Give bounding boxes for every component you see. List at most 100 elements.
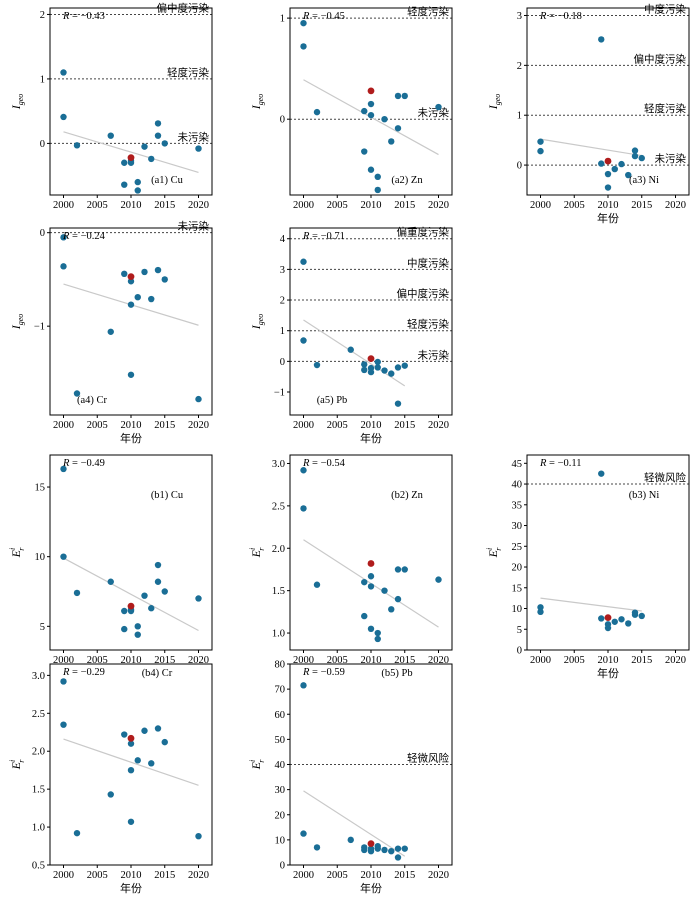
chart-a4-data-point xyxy=(60,263,67,270)
chart-a4-data-point xyxy=(121,270,128,278)
chart-b3-y-tick-label: 35 xyxy=(512,500,523,511)
chart-a4-data-point xyxy=(134,293,141,301)
chart-a4-data-point xyxy=(127,301,135,308)
chart-a1-panel-label: (a1) Cu xyxy=(151,175,184,186)
chart-b1-data-point xyxy=(60,465,67,473)
chart-b4-panel-label: (b4) Cr xyxy=(142,668,173,679)
chart-b1-data-point xyxy=(127,607,135,615)
chart-b5-x-tick-label: 2020 xyxy=(428,870,449,881)
chart-b5-x-tick-label: 2000 xyxy=(293,870,314,881)
chart-a5-level-label: 未污染 xyxy=(418,348,450,361)
chart-a2-data-point xyxy=(388,138,395,145)
chart-b1-y-tick-label: 10 xyxy=(35,552,46,563)
chart-a3-x-tick-label: 2010 xyxy=(598,200,619,211)
chart-a5-trend-line xyxy=(303,319,406,387)
chart-b5-data-point xyxy=(388,847,395,855)
chart-b3-data-point xyxy=(625,620,632,627)
chart-a1-data-point xyxy=(161,140,168,147)
chart-b1-x-tick-label: 2005 xyxy=(87,655,108,666)
chart-a3-r-annotation: R = −0.18 xyxy=(539,11,582,22)
chart-a2-data-point xyxy=(401,92,408,100)
chart-b2-data-point xyxy=(394,595,402,603)
chart-a1-data-point xyxy=(134,187,141,194)
chart-b5-data-point xyxy=(347,836,354,844)
chart-a4-x-tick-label: 2015 xyxy=(154,420,175,431)
chart-b3-x-tick-label: 2020 xyxy=(665,655,686,666)
chart-b4-x-tick-label: 2020 xyxy=(188,870,209,881)
chart-a2-y-tick-label: 1 xyxy=(280,14,285,25)
chart-b2-data-point xyxy=(367,573,375,580)
chart-a3-x-tick-label: 2020 xyxy=(665,200,686,211)
chart-a3-data-point xyxy=(611,165,618,173)
chart-b1-data-point xyxy=(121,607,128,615)
chart-b5-y-axis-label: Eir xyxy=(248,759,266,771)
chart-b1-data-point xyxy=(148,605,155,612)
chart-b4-y-axis-label-main: E xyxy=(9,761,23,770)
chart-b4-y-tick-label: 0.5 xyxy=(32,861,45,872)
chart-b5-panel-label: (b5) Pb xyxy=(381,668,412,679)
chart-a5-data-point xyxy=(300,258,307,265)
chart-b2-y-tick-label: 1.5 xyxy=(272,586,285,597)
chart-a5-y-tick-label: 3 xyxy=(280,265,285,276)
chart-b1-data-point xyxy=(195,595,202,602)
chart-a2-x-tick-label: 2005 xyxy=(327,200,348,211)
chart-a3-trend-line xyxy=(540,138,642,157)
chart-b2-data-point xyxy=(394,566,402,573)
chart-b1-y-axis-label-sup: i xyxy=(8,548,17,550)
chart-b3-r-annotation: R = −0.11 xyxy=(539,458,582,469)
chart-a5-data-point xyxy=(313,361,321,369)
chart-b4-data-point xyxy=(127,740,135,747)
chart-a3-data-point xyxy=(537,147,544,155)
chart-a5-y-axis-label-sub: geo xyxy=(256,314,265,326)
chart-b1-panel-label: (b1) Cu xyxy=(151,490,184,501)
chart-b5-y-tick-label: 10 xyxy=(275,835,286,846)
chart-a5-data-point xyxy=(361,361,368,368)
chart-b4-x-tick-label: 2015 xyxy=(154,870,175,881)
chart-b1-frame xyxy=(49,454,213,651)
chart-b5-r-symbol: R xyxy=(302,667,310,678)
chart-a4-x-axis-label: 年份 xyxy=(120,431,142,445)
chart-a5-y-axis-label: Igeo xyxy=(249,314,265,331)
chart-b4-x-axis-label: 年份 xyxy=(120,881,142,895)
chart-a5-y-tick-label: −1 xyxy=(274,388,285,399)
chart-a1-x-tick-label: 2000 xyxy=(53,200,74,211)
chart-b3-data-point xyxy=(598,470,605,477)
chart-a2-highlight-point xyxy=(367,87,375,95)
chart-b2-data-point xyxy=(388,606,395,613)
chart-a1-frame xyxy=(49,7,213,196)
chart-a1-level-label: 未污染 xyxy=(178,130,210,143)
chart-a3-data-point xyxy=(604,184,612,191)
chart-b2-data-point xyxy=(300,467,307,474)
chart-a1-data-point xyxy=(127,159,135,166)
chart-b5-y-axis-label-sub: r xyxy=(257,759,266,763)
chart-b3-x-tick-label: 2005 xyxy=(564,655,585,666)
chart-a2-x-tick-label: 2010 xyxy=(361,200,382,211)
chart-b5-highlight-point xyxy=(367,840,375,848)
chart-a1-data-point xyxy=(154,132,162,139)
chart-b2-y-axis-label-sup: i xyxy=(248,548,257,550)
chart-a4-data-point xyxy=(73,390,81,397)
chart-b4-data-point xyxy=(107,791,114,798)
chart-b2-x-tick-label: 2005 xyxy=(327,655,348,666)
chart-b4-data-point xyxy=(73,829,81,837)
chart-b1-x-tick-label: 2010 xyxy=(121,655,142,666)
chart-a1-data-point xyxy=(141,143,148,150)
chart-b5-level-label: 轻微风险 xyxy=(407,752,449,765)
chart-a3-level-label: 偏中度污染 xyxy=(634,52,687,65)
chart-a5-data-point xyxy=(401,362,408,369)
chart-a3-level-label: 未污染 xyxy=(655,152,687,165)
chart-a1-data-point xyxy=(121,181,128,188)
chart-a3-data-point xyxy=(618,160,625,168)
chart-a1-highlight-point xyxy=(127,154,135,162)
chart-b2-y-axis-label-main: E xyxy=(249,549,263,558)
chart-a3-data-point xyxy=(638,154,645,162)
chart-a4-r-value: = −0.24 xyxy=(69,231,105,242)
chart-b1-y-axis-label-main: E xyxy=(9,549,23,558)
chart-a4-data-point xyxy=(60,234,67,241)
chart-b5-data-point xyxy=(374,845,381,852)
chart-a5-level-label: 偏中度污染 xyxy=(397,287,450,300)
chart-b5-r-value: = −0.59 xyxy=(309,667,344,678)
chart-a5-r-symbol: R xyxy=(302,231,310,242)
chart-a2-data-point xyxy=(435,103,442,111)
chart-a3-y-tick-label: 3 xyxy=(517,11,522,22)
